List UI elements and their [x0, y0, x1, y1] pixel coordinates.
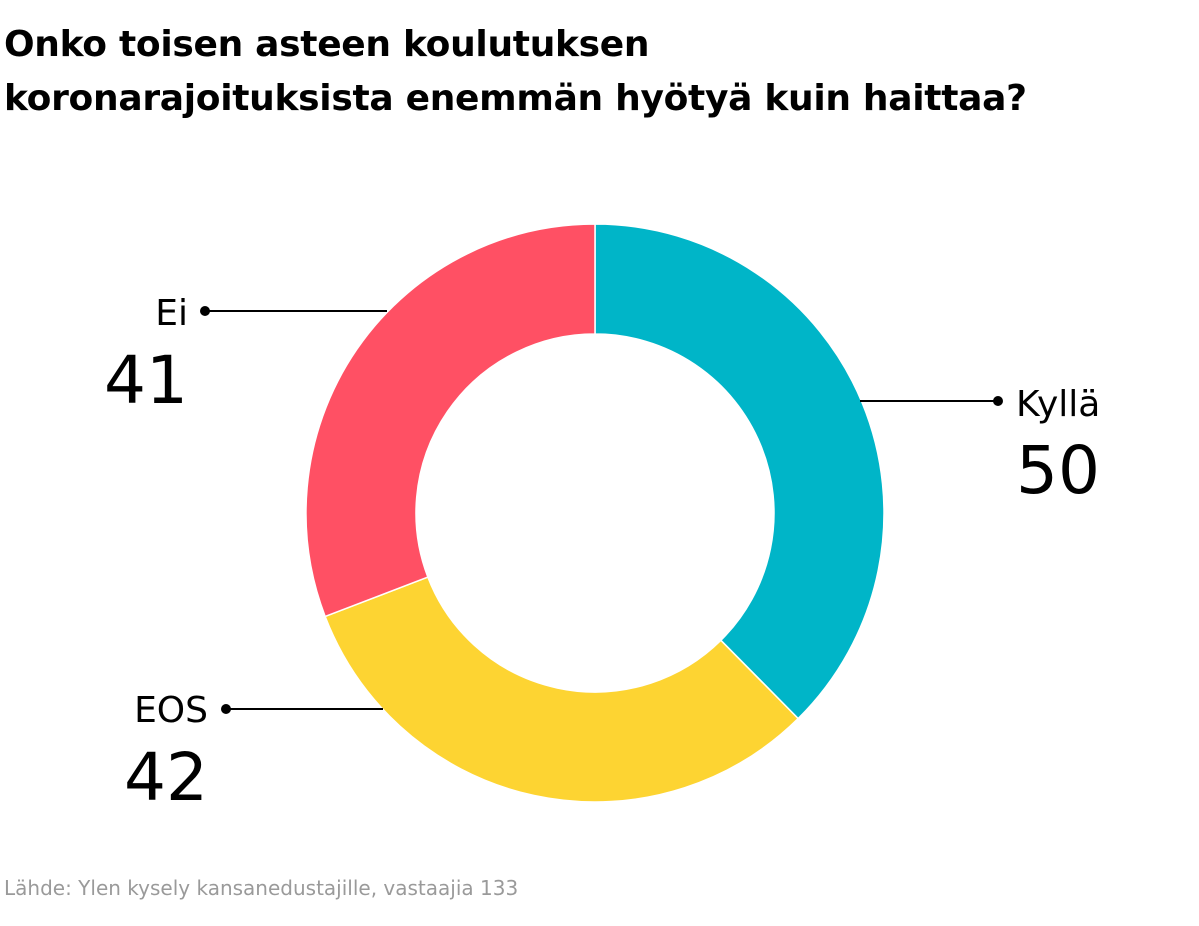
slice-kyllä [594, 223, 885, 720]
slice-value-ei: 41 [104, 342, 188, 419]
chart-title: Onko toisen asteen koulutuksen koronaraj… [4, 18, 1184, 126]
leader-dot-eos [221, 704, 231, 714]
source-note: Lähde: Ylen kysely kansanedustajille, va… [4, 876, 519, 900]
slice-ei [305, 223, 596, 618]
slice-label-kyllä: Kyllä [1016, 384, 1100, 425]
slice-value-eos: 42 [124, 739, 208, 816]
slice-label-ei: Ei [155, 293, 188, 334]
slice-eos [324, 576, 800, 803]
slice-value-kyllä: 50 [1016, 432, 1100, 509]
leader-dot-ei [200, 306, 210, 316]
chart-title-line-1: Onko toisen asteen koulutuksen [4, 24, 650, 65]
slice-label-eos: EOS [134, 690, 208, 731]
chart-title-line-2: koronarajoituksista enemmän hyötyä kuin … [4, 78, 1027, 119]
leader-dot-kyllä [993, 396, 1003, 406]
